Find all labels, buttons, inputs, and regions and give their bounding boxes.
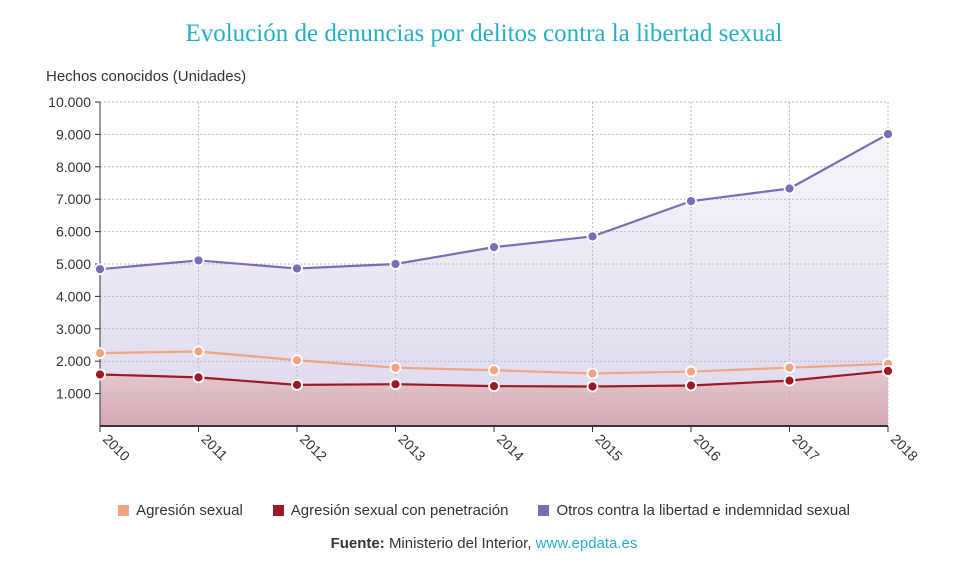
source-note: Fuente: Ministerio del Interior, www.epd… (0, 535, 968, 552)
data-point-agresion (291, 354, 303, 367)
data-point-otros (389, 258, 402, 270)
legend-item-otros[interactable]: Otros contra la libertad e indemnidad se… (538, 502, 850, 519)
legend-swatch-otros (538, 505, 550, 516)
x-tick-label: 2011 (198, 431, 231, 464)
legend-swatch-penetracion (272, 505, 284, 516)
data-point-agresion (192, 345, 205, 358)
data-point-agresion (389, 361, 402, 374)
x-tick-label: 2017 (789, 431, 822, 464)
data-point-otros (685, 195, 697, 208)
data-point-otros (783, 182, 796, 195)
data-point-otros (488, 241, 500, 254)
x-tick-label: 2015 (592, 431, 625, 464)
source-link[interactable]: www.epdata.es (535, 535, 638, 552)
y-tick-label: 2.000 (56, 353, 91, 369)
data-point-penetracion (685, 379, 697, 392)
source-text: Ministerio del Interior, (388, 535, 532, 552)
data-point-agresion (94, 347, 106, 360)
y-tick-label: 8.000 (56, 159, 91, 175)
data-point-otros (586, 230, 599, 243)
y-tick-label: 5.000 (56, 256, 91, 272)
x-tick-label: 2012 (297, 431, 330, 464)
y-tick-label: 6.000 (56, 224, 91, 240)
legend-item-penetracion[interactable]: Agresión sexual con penetración (272, 502, 509, 519)
x-tick-label: 2016 (691, 431, 724, 464)
data-point-agresion (586, 367, 599, 380)
data-point-otros (882, 128, 894, 140)
y-tick-label: 7.000 (56, 191, 91, 207)
x-tick-label: 2010 (100, 431, 133, 464)
data-point-agresion (685, 365, 697, 378)
data-point-agresion (783, 361, 796, 374)
y-axis-label: Hechos conocidos (Unidades) (46, 68, 246, 85)
data-point-agresion (488, 364, 500, 377)
legend-label-otros: Otros contra la libertad e indemnidad se… (556, 502, 850, 519)
y-tick-label: 4.000 (56, 288, 91, 304)
data-point-penetracion (291, 378, 303, 391)
chart-title: Evolución de denuncias por delitos contr… (185, 20, 783, 47)
data-point-penetracion (94, 368, 106, 381)
data-point-penetracion (389, 378, 402, 391)
y-tick-label: 1.000 (56, 386, 91, 402)
data-point-penetracion (488, 380, 500, 393)
data-point-otros (94, 263, 106, 276)
x-tick-label: 2014 (494, 431, 527, 464)
y-tick-label: 9.000 (56, 126, 91, 142)
x-tick-label: 2018 (888, 431, 921, 464)
data-point-penetracion (783, 374, 796, 387)
data-point-otros (291, 262, 303, 275)
y-tick-label: 10.000 (48, 94, 91, 110)
data-point-penetracion (192, 371, 205, 384)
source-label: Fuente: (330, 535, 385, 552)
data-point-penetracion (586, 380, 599, 393)
data-point-otros (192, 254, 205, 267)
data-point-penetracion (882, 365, 894, 377)
legend: Agresión sexual Agresión sexual con pene… (0, 502, 968, 519)
x-tick-label: 2013 (395, 431, 428, 464)
legend-swatch-agresion (118, 505, 130, 516)
legend-item-agresion[interactable]: Agresión sexual (118, 502, 243, 519)
legend-label-penetracion: Agresión sexual con penetración (290, 502, 509, 519)
legend-label-agresion: Agresión sexual (136, 502, 243, 519)
y-tick-label: 3.000 (56, 321, 91, 337)
